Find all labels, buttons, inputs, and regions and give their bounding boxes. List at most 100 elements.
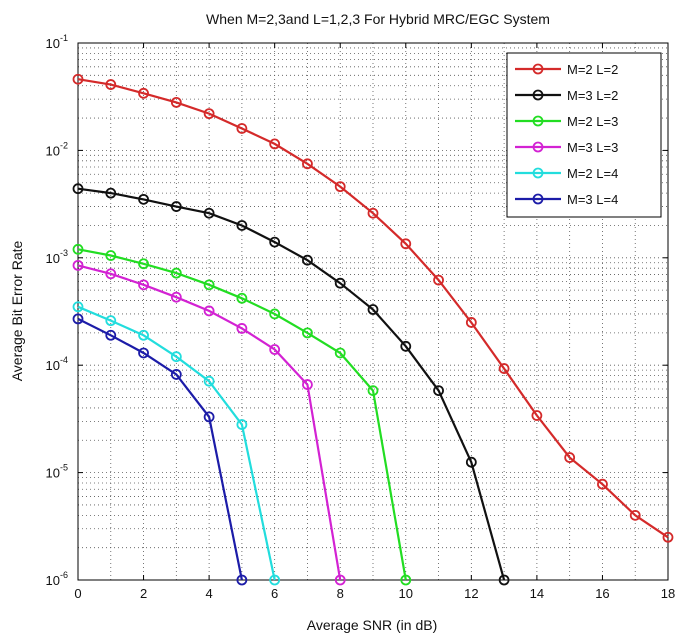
data-point [170, 369, 182, 380]
legend-marker [532, 89, 544, 101]
data-point [170, 96, 182, 108]
legend-marker [532, 167, 544, 179]
data-point [302, 327, 313, 339]
data-point [302, 379, 313, 390]
data-point [138, 329, 149, 341]
series-layer [72, 73, 674, 586]
data-point [170, 291, 182, 303]
data-point [400, 340, 412, 352]
data-point [170, 201, 182, 212]
data-point [72, 73, 84, 85]
data-point [367, 207, 379, 219]
legend-label: M=3 L=4 [567, 192, 618, 207]
series-line [77, 264, 342, 581]
data-point [269, 308, 281, 320]
data-point [105, 250, 117, 261]
legend-marker [532, 63, 544, 75]
x-tick-label: 2 [140, 586, 147, 601]
x-axis-ticks: 0 2 4 6 8 10 12 14 16 18 [74, 43, 675, 601]
data-point [498, 574, 510, 586]
x-tick-label: 10 [399, 586, 413, 601]
data-point [236, 419, 248, 430]
data-point [662, 531, 674, 543]
data-point [629, 509, 641, 521]
data-point [367, 385, 379, 397]
data-point [498, 363, 510, 374]
data-point [531, 410, 543, 421]
legend-marker [532, 193, 544, 205]
data-point [138, 87, 149, 99]
data-point [236, 123, 248, 134]
data-point [203, 411, 215, 423]
legend-box [506, 52, 662, 218]
x-tick-label: 16 [595, 586, 609, 601]
chart-title: When M=2,3and L=1,2,3 For Hybrid MRC/EGC… [206, 11, 550, 27]
x-tick-label: 8 [337, 586, 344, 601]
data-point [465, 456, 477, 468]
x-tick-label: 6 [271, 586, 278, 601]
data-point [203, 108, 215, 120]
data-point [72, 301, 84, 313]
series-line [77, 317, 243, 581]
data-point [105, 315, 117, 327]
y-tick-label: 10-5 [46, 463, 68, 481]
data-point [334, 277, 346, 289]
series-line [77, 305, 276, 581]
data-point [236, 292, 248, 304]
data-point [72, 259, 84, 271]
data-point [170, 267, 182, 279]
data-point [203, 375, 215, 387]
x-tick-label: 18 [661, 586, 675, 601]
data-point [269, 236, 281, 248]
data-point [367, 304, 379, 315]
legend-label: M=2 L=4 [567, 166, 618, 181]
legend-label: M=3 L=2 [567, 88, 618, 103]
data-point [138, 193, 149, 205]
series-line [77, 248, 407, 581]
data-point [236, 220, 248, 231]
x-tick-label: 4 [205, 586, 212, 601]
data-point [105, 329, 117, 341]
data-point [334, 347, 346, 359]
data-point [105, 187, 117, 199]
data-point [465, 317, 477, 328]
data-point [236, 323, 248, 334]
legend-label: M=3 L=3 [567, 140, 618, 155]
legend: M=2 L=2 M=3 L=2 M=2 L=3 M=3 L=3 M=2 L=4 M=3 L… [506, 52, 662, 218]
legend-marker [532, 115, 544, 127]
data-point [72, 183, 84, 195]
data-point [138, 279, 149, 291]
y-tick-label: 10-6 [46, 570, 68, 588]
data-point [400, 574, 412, 586]
data-point [597, 478, 608, 490]
data-point [203, 207, 215, 219]
data-point [203, 305, 215, 317]
legend-label: M=2 L=2 [567, 62, 618, 77]
series-line [77, 78, 669, 539]
x-tick-label: 0 [74, 586, 81, 601]
data-point [203, 279, 215, 291]
data-point [170, 351, 182, 363]
data-point [72, 243, 84, 255]
y-axis-ticks: 10-1 10-2 10-3 10-4 10-5 10-6 [46, 33, 668, 588]
x-axis-label: Average SNR (in dB) [307, 617, 437, 633]
series-line [77, 187, 506, 581]
data-point [138, 347, 149, 359]
y-axis-label: Average Bit Error Rate [9, 241, 25, 382]
data-point [302, 158, 313, 170]
data-point [105, 268, 117, 280]
data-point [334, 181, 346, 193]
data-point [72, 313, 84, 325]
data-point [269, 574, 281, 586]
y-tick-label: 10-2 [46, 140, 68, 158]
legend-marker [532, 141, 544, 153]
data-point [269, 344, 281, 355]
data-point [105, 79, 117, 90]
data-point [334, 574, 346, 586]
data-point [302, 254, 313, 266]
y-tick-label: 10-4 [46, 355, 68, 373]
y-tick-label: 10-3 [46, 248, 68, 266]
data-point [400, 238, 412, 250]
data-point [433, 274, 444, 286]
